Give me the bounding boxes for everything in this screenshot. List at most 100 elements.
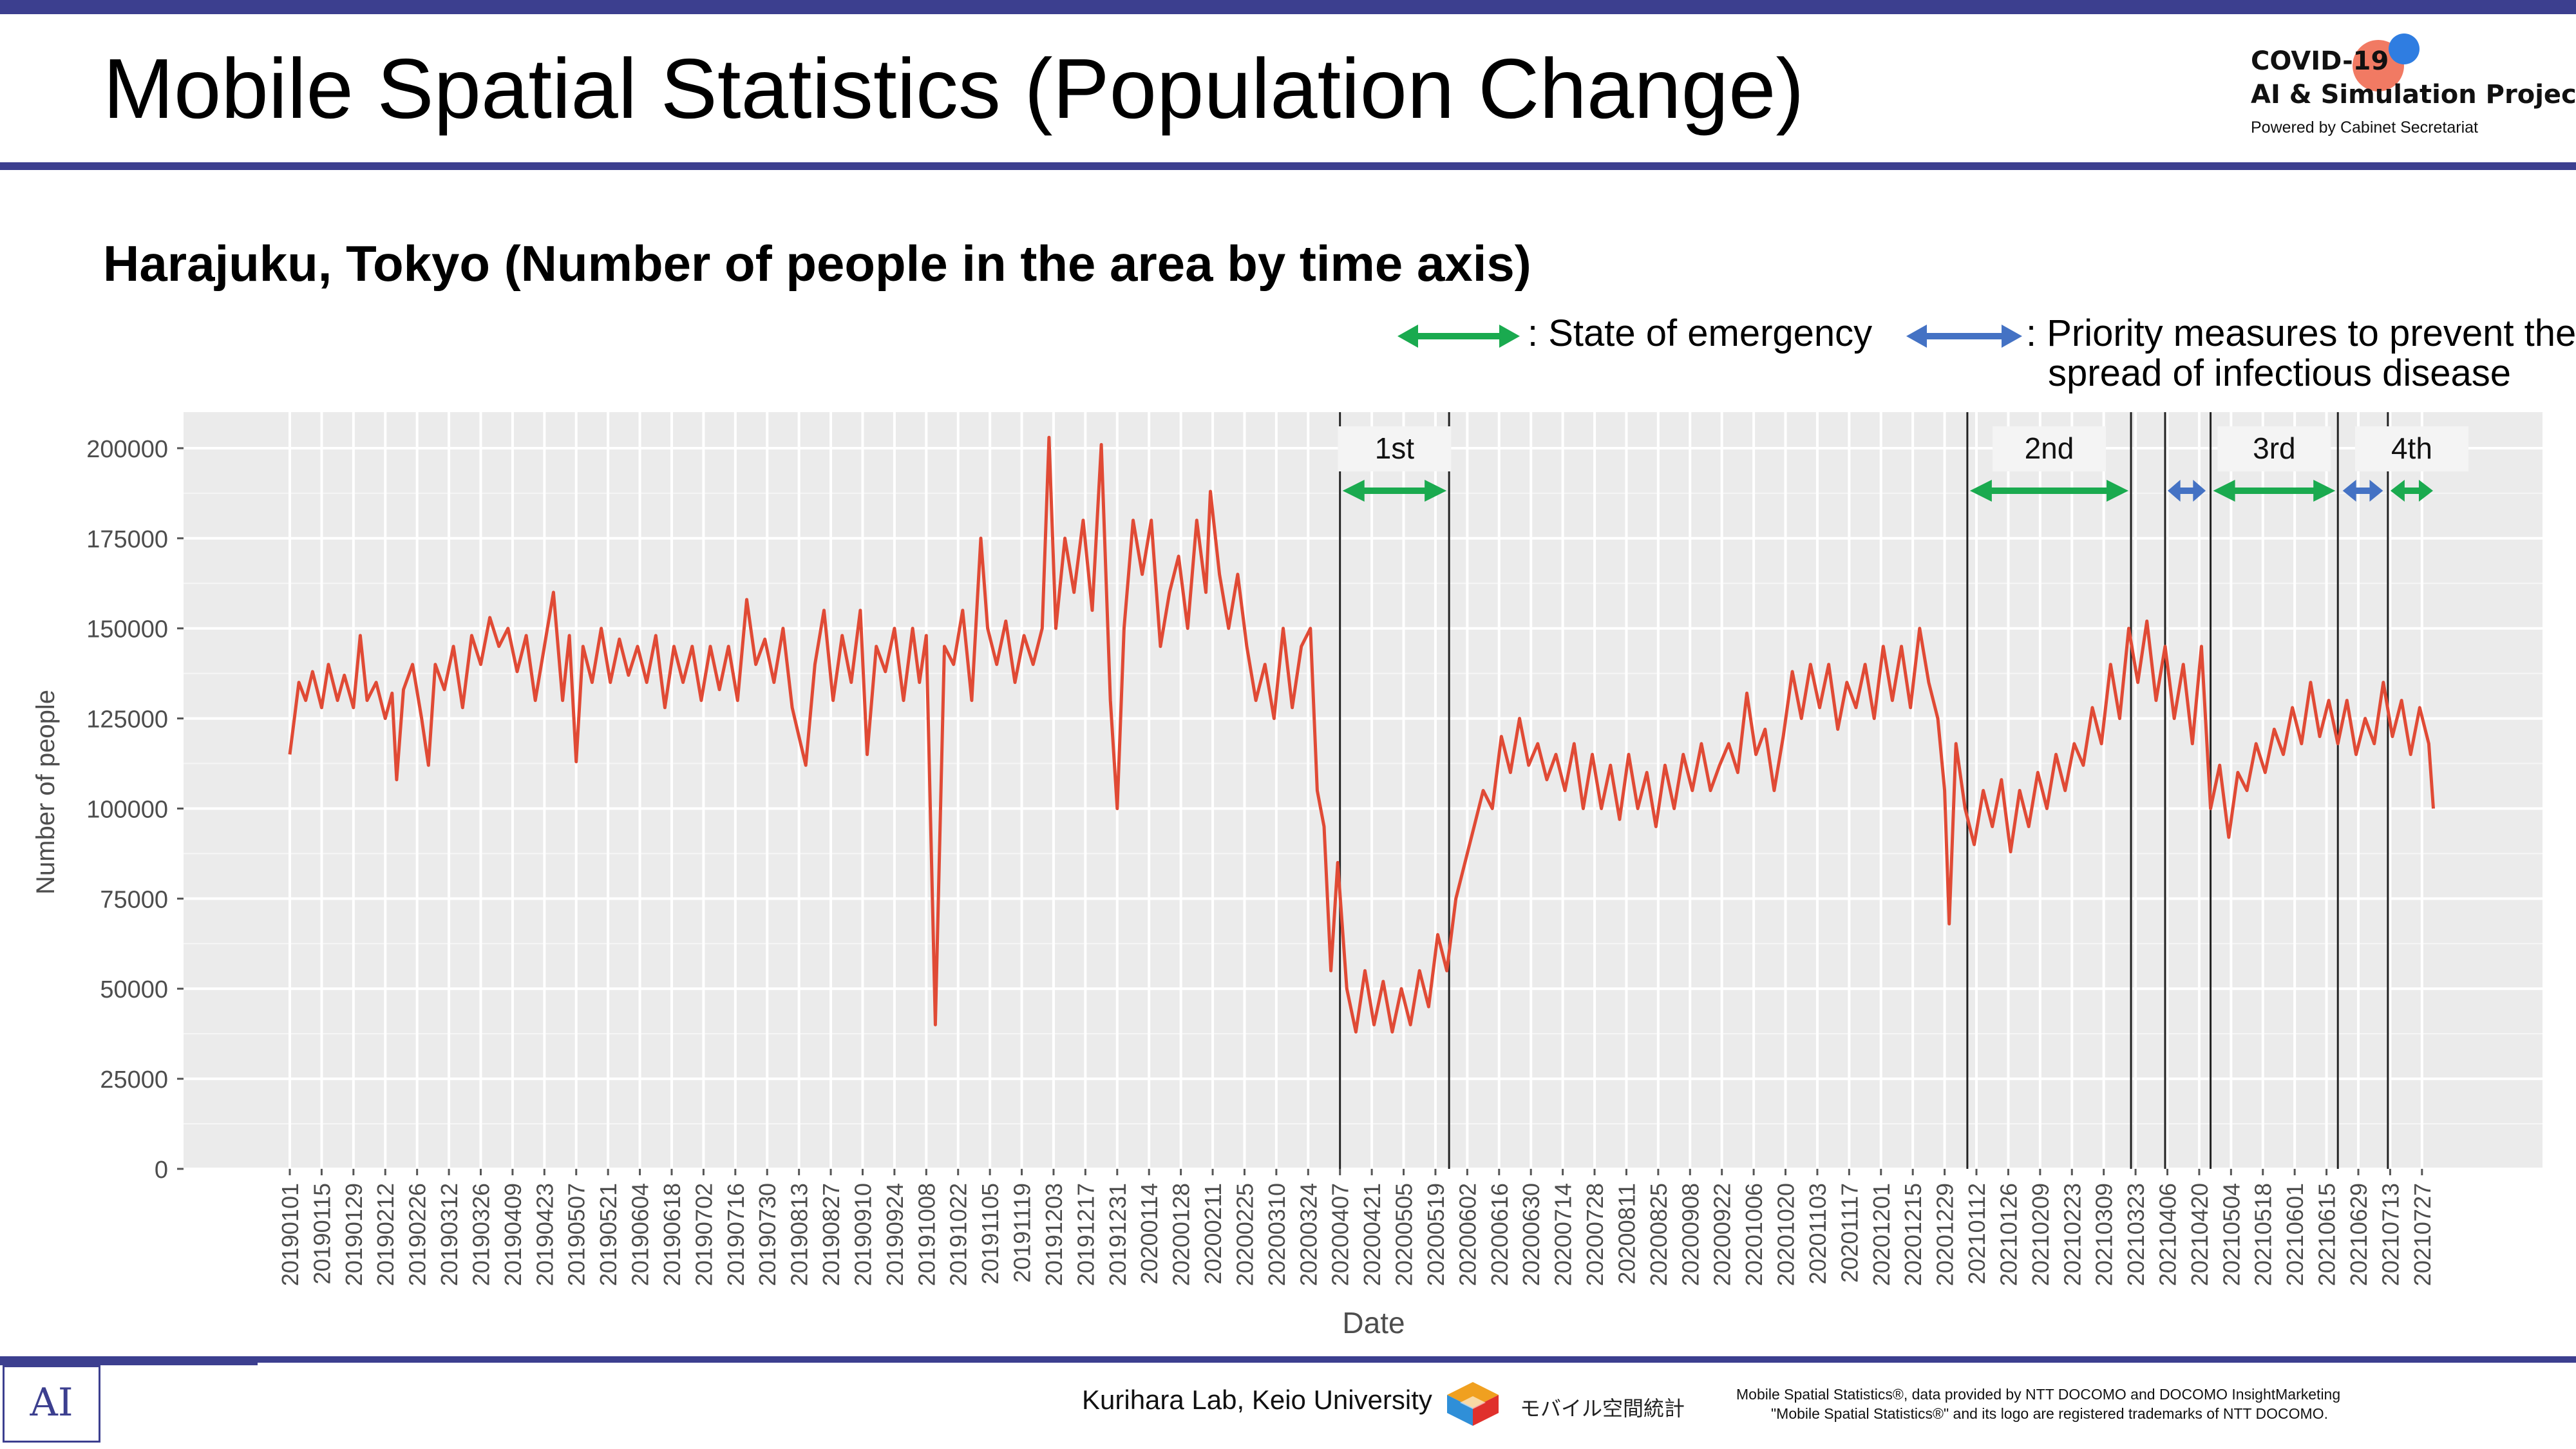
x-tick-label: 20191008 [913,1183,940,1286]
legend-priority-label-line2: spread of infectious disease [2048,352,2511,394]
period-label-box [2354,426,2468,471]
plot-panel [184,412,2543,1169]
x-tick-label: 20200324 [1295,1183,1321,1286]
x-tick-label: 20190730 [754,1183,781,1286]
legend-emergency-arrow [1397,325,1520,348]
x-tick-label: 20200728 [1582,1183,1608,1286]
period-arrow-head [2213,480,2235,502]
x-tick-label: 20190226 [404,1183,431,1286]
x-tick-label: 20191119 [1009,1183,1036,1283]
legend-emergency-label: : State of emergency [1528,312,1873,354]
x-tick-label: 20200602 [1454,1183,1481,1286]
period-arrow-head [2167,480,2181,502]
logo-line3: Powered by Cabinet Secretariat [2251,118,2478,137]
y-tick-label: 175000 [86,526,168,553]
x-axis-title: Date [1342,1306,1405,1340]
lab-logo: AI [3,1365,100,1443]
page-title: Mobile Spatial Statistics (Population Ch… [103,41,1804,136]
population-chart: 0 25000 50000 75000 100000 125000 150000 175000… [32,412,2543,1340]
logo-line2: AI & Simulation Project [2251,80,2576,109]
x-tick-label: 20210629 [2345,1183,2372,1286]
x-tick-label: 20201201 [1868,1183,1895,1286]
x-tick-label: 20191022 [945,1183,972,1286]
footer-jp-brand: モバイル空間統計 [1520,1396,1685,1421]
x-tick-label: 20200519 [1423,1183,1449,1286]
period-arrow-head [2342,480,2356,502]
x-tick-label: 20200825 [1645,1183,1672,1286]
x-tick-label: 20200211 [1200,1183,1226,1285]
period-arrow-head [2369,480,2383,502]
x-tick-label: 20190702 [690,1183,717,1286]
x-tick-label: 20191105 [977,1183,1003,1285]
x-tick-label: 20190312 [436,1183,462,1286]
x-tick-label: 20190604 [627,1183,654,1286]
x-tick-label: 20190521 [595,1183,621,1286]
x-tick-label: 20200407 [1327,1183,1354,1286]
period-arrow-head [2418,480,2433,502]
x-tick-label: 20210112 [1964,1183,1990,1285]
legend-priority-arrow [1906,325,2022,348]
period-label-box [2217,426,2331,471]
x-tick-label: 20201020 [1773,1183,1799,1286]
y-tick-label: 125000 [86,706,168,734]
x-tick-label: 20210504 [2218,1183,2244,1286]
x-tick-label: 20200616 [1486,1183,1513,1286]
x-tick-label: 20210126 [1995,1183,2022,1286]
period-arrow-head [1342,480,1365,502]
x-tick-label: 20190507 [564,1183,590,1286]
x-tick-label: 20191231 [1104,1183,1131,1286]
x-tick-label: 20200128 [1168,1183,1195,1286]
period-label: 2nd [2025,431,2074,465]
period-label: 3rd [2253,431,2295,465]
x-tick-label: 20210727 [2409,1183,2436,1286]
logo-blue-dot [2389,33,2420,64]
cube-logo-icon [1447,1382,1499,1426]
x-tick-label: 20190924 [882,1183,908,1286]
y-tick-label: 200000 [86,436,168,463]
x-tick-label: 20190129 [341,1183,367,1286]
x-tick-label: 20201103 [1804,1183,1831,1285]
footer-bar [0,1356,2576,1363]
x-tick-label: 20190115 [308,1183,335,1285]
x-tick-label: 20210223 [2059,1183,2085,1286]
x-tick-label: 20210713 [2377,1183,2403,1286]
footer-bar-accent [0,1363,258,1365]
period-arrow-head [2107,480,2129,502]
legend-priority-head-left [1906,325,1927,348]
x-tick-label: 20201229 [1932,1183,1958,1286]
x-tick-label: 20190101 [277,1183,303,1286]
legend-emergency-head-right [1499,325,1520,348]
y-tick-label: 75000 [100,886,168,913]
chart-subtitle: Harajuku, Tokyo (Number of people in the… [103,235,1531,292]
x-tick-label: 20191203 [1041,1183,1067,1286]
x-tick-label: 20201215 [1900,1183,1926,1286]
x-tick-label: 20210601 [2282,1183,2308,1286]
x-tick-label: 20190423 [531,1183,558,1286]
y-tick-label: 100000 [86,796,168,823]
series-line [288,435,2435,1034]
x-tick-label: 20200908 [1677,1183,1703,1286]
x-tick-label: 20210615 [2314,1183,2340,1286]
top-bar [0,0,2576,14]
legend-emergency-head-left [1397,325,1418,348]
x-tick-label: 20200630 [1518,1183,1544,1286]
x-tick-label: 20190910 [849,1183,876,1286]
y-tick-label: 150000 [86,616,168,643]
x-tick-label: 20200421 [1359,1183,1385,1286]
x-tick-label: 20190813 [786,1183,813,1286]
title-divider [0,162,2576,170]
period-arrow-head [2313,480,2336,502]
x-tick-label: 20210406 [2155,1183,2181,1286]
y-tick-label: 25000 [100,1066,168,1094]
y-tick-label: 0 [155,1157,168,1184]
footer-lab-name: Kurihara Lab, Keio University [1082,1385,1432,1415]
x-tick-label: 20210518 [2250,1183,2277,1286]
x-tick-label: 20200505 [1391,1183,1417,1286]
y-tick-label: 50000 [100,976,168,1003]
project-logo: COVID-19 AI & Simulation Project Powered… [2251,33,2576,149]
x-tick-label: 20210309 [2091,1183,2117,1286]
x-tick-label: 20200225 [1231,1183,1258,1286]
period-label-box [1992,426,2106,471]
x-tick-label: 20190326 [468,1183,494,1286]
x-tick-label: 20190716 [723,1183,749,1286]
